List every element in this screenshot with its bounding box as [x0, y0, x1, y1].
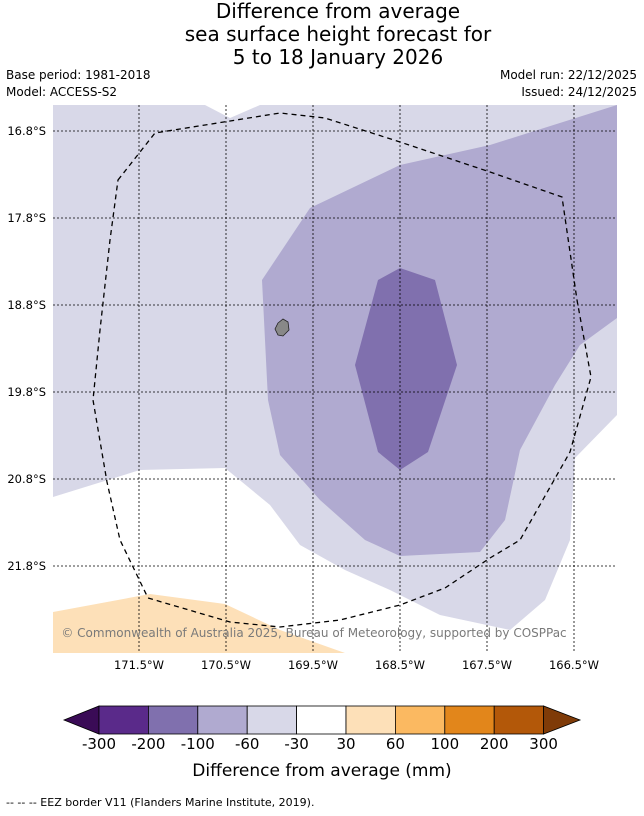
island-land: [274, 318, 290, 337]
colorbar-segment: [197, 705, 248, 735]
colorbar-tick-label: 200: [479, 735, 509, 753]
lon-label: 169.5°W: [288, 658, 338, 672]
colorbar-segment: [246, 705, 297, 735]
lon-label: 167.5°W: [462, 658, 512, 672]
lon-label: 166.5°W: [549, 658, 599, 672]
eez-footnote: -- -- -- EEZ border V11 (Flanders Marine…: [6, 796, 315, 809]
colorbar-segment: [394, 705, 446, 735]
title-line-2: sea surface height forecast for: [184, 22, 492, 46]
lat-label: 16.8°S: [7, 124, 46, 138]
model-name: Model: ACCESS-S2: [6, 85, 118, 99]
lon-label: 168.5°W: [375, 658, 425, 672]
colorbar-tick-label: -300: [81, 735, 117, 753]
longitude-labels: 171.5°W 170.5°W 169.5°W 168.5°W 167.5°W 166.5…: [114, 658, 599, 672]
colorbar-tick-label: -100: [180, 735, 215, 753]
model-run: Model run: 22/12/2025: [499, 68, 637, 82]
anomaly-region-plus30: [53, 594, 345, 653]
lon-label: 171.5°W: [114, 658, 164, 672]
colorbar-segment: [444, 705, 495, 735]
colorbar-tick-label: -30: [284, 735, 309, 753]
title-line-1: Difference from average: [215, 0, 461, 23]
colorbar-tick-label: 300: [529, 735, 558, 753]
colorbar-segment: [493, 705, 545, 735]
colorbar-tick-label: 100: [430, 735, 460, 753]
colorbar-label: Difference from average (mm): [192, 761, 452, 781]
colorbar-under-arrow: [62, 705, 100, 735]
colorbar: [62, 705, 582, 735]
graticule: [53, 105, 617, 653]
map-title: Difference from average sea surface heig…: [0, 0, 644, 69]
colorbar-tick-label: -60: [234, 735, 260, 753]
colorbar-over-arrow: [543, 705, 582, 735]
eez-border: [92, 112, 592, 628]
colorbar-segment: [147, 705, 199, 735]
base-period: Base period: 1981-2018: [6, 68, 151, 82]
lat-label: 17.8°S: [7, 211, 46, 225]
lat-label: 20.8°S: [7, 472, 46, 486]
lat-label: 19.8°S: [7, 385, 46, 399]
meta-right: Model run: 22/12/2025 Issued: 24/12/2025: [500, 67, 637, 101]
colorbar-tick-label: -200: [131, 735, 166, 753]
latitude-labels: 16.8°S 17.8°S 18.8°S 19.8°S 20.8°S 21.8°S: [7, 124, 46, 573]
copyright-text: © Commonwealth of Australia 2025, Bureau…: [61, 626, 566, 640]
lat-label: 21.8°S: [7, 559, 46, 573]
title-line-3: 5 to 18 January 2026: [232, 45, 444, 69]
colorbar-tick-label: 30: [336, 735, 356, 753]
issued-date: Issued: 24/12/2025: [521, 85, 637, 99]
colorbar-segment: [345, 705, 396, 735]
meta-left: Base period: 1981-2018 Model: ACCESS-S2: [6, 67, 151, 101]
lon-label: 170.5°W: [201, 658, 251, 672]
colorbar-tick-label: 60: [385, 735, 405, 753]
colorbar-segment: [296, 705, 347, 735]
anomaly-region-minus100: [355, 268, 457, 470]
colorbar-segment: [98, 705, 149, 735]
lat-label: 18.8°S: [7, 298, 46, 312]
